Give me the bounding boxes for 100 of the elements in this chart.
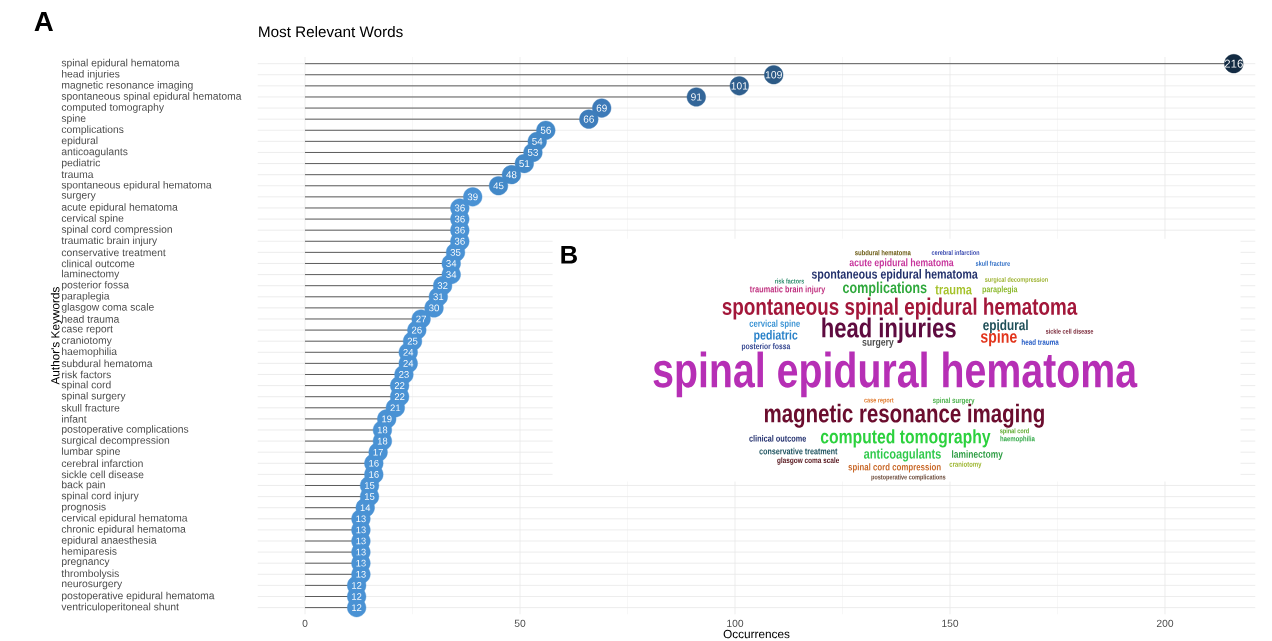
x-tick-label: 200 <box>1156 619 1174 627</box>
data-label: 39 <box>467 193 478 201</box>
y-tick-label: traumatic brain injury <box>61 236 158 246</box>
y-tick-label: complications <box>61 125 124 135</box>
data-label: 45 <box>493 182 504 189</box>
data-label: 16 <box>369 459 379 467</box>
y-tick-label: computed tomography <box>61 103 164 113</box>
text: A <box>34 11 53 31</box>
data-label: 31 <box>433 293 444 300</box>
annotation: laminectomy <box>952 449 1003 460</box>
data-label: 24 <box>403 359 414 367</box>
data-label: 22 <box>394 393 405 400</box>
annotation: B <box>561 245 577 264</box>
data-label: 18 <box>377 437 388 445</box>
data-label: 30 <box>429 304 439 312</box>
x-tick-label: 150 <box>942 619 959 627</box>
annotation: posterior fossa <box>741 342 791 351</box>
y-tick-label: neurosurgery <box>62 581 123 590</box>
data-label: 15 <box>364 481 375 489</box>
y-tick-label: chronic epidural hematoma <box>61 524 186 535</box>
x-axis-title: Occurrences <box>723 629 790 638</box>
y-tick-label: sickle cell disease <box>61 470 144 478</box>
data-label: 51 <box>519 159 530 167</box>
y-tick-label: epidural <box>61 136 98 146</box>
annotation: acute epidural hematoma <box>849 258 954 269</box>
annotation: spinal cord compression <box>848 463 941 473</box>
y-tick-label: prognosis <box>62 502 106 513</box>
data-label: 13 <box>356 526 366 534</box>
y-tick-label: pediatric <box>62 158 101 169</box>
data-label: 36 <box>454 204 465 212</box>
y-tick-label: laminectomy <box>62 269 120 280</box>
annotation: anticoagulants <box>863 448 941 462</box>
y-tick-label: head injuries <box>62 69 120 80</box>
y-tick-label: infant <box>62 414 87 423</box>
data-label: 36 <box>454 215 465 223</box>
y-tick-label: head trauma <box>62 314 120 323</box>
data-label: 34 <box>446 270 457 278</box>
data-label: 21 <box>390 404 401 411</box>
data-label: 36 <box>454 237 465 245</box>
data-label: 13 <box>356 548 366 556</box>
data-label: 25 <box>407 337 418 345</box>
x-tick-label: 50 <box>514 619 526 627</box>
annotation: paraplegia <box>982 285 1018 294</box>
annotation: clinical outcome <box>749 434 807 442</box>
y-tick-label: clinical outcome <box>61 259 135 268</box>
annotation: conservative treatment <box>759 447 838 455</box>
y-tick-label: postoperative complications <box>62 424 189 435</box>
y-tick-label: spinal cord compression <box>61 225 172 235</box>
annotation: spinal epidural hematoma <box>653 351 1138 398</box>
data-label: 16 <box>369 470 379 478</box>
y-tick-label: paraplegia <box>62 291 110 302</box>
data-label: 32 <box>437 282 448 289</box>
y-tick-label: magnetic resonance imaging <box>62 80 193 91</box>
data-label: 15 <box>364 493 375 500</box>
annotation: complications <box>842 281 927 297</box>
x-tick-label: 100 <box>727 619 744 627</box>
data-label: 109 <box>765 70 782 79</box>
annotation: cervical spine <box>749 319 800 329</box>
data-label: 18 <box>377 426 388 434</box>
data-label: 216 <box>1224 59 1243 68</box>
annotation: spontaneous epidural hematoma <box>811 268 978 282</box>
data-label: 27 <box>416 315 426 323</box>
y-tick-label: cervical spine <box>61 214 124 224</box>
data-label: 22 <box>394 382 405 389</box>
data-label: 12 <box>352 593 362 600</box>
y-tick-label: trauma <box>61 171 94 178</box>
y-tick-label: skull fracture <box>61 403 120 412</box>
data-label: 56 <box>540 126 551 134</box>
y-tick-label: spinal surgery <box>61 391 126 402</box>
y-tick-label: craniotomy <box>61 336 112 346</box>
y-tick-label: spinal cord <box>61 380 111 391</box>
y-tick-label: cervical epidural hematoma <box>61 513 188 524</box>
y-tick-label: subdural hematoma <box>61 359 153 367</box>
y-tick-label: postoperative epidural hematoma <box>62 591 215 602</box>
data-label: 34 <box>446 259 457 267</box>
y-tick-label: ventriculoperitoneal shunt <box>61 602 179 613</box>
y-tick-label: glasgow coma scale <box>61 302 154 313</box>
y-tick-label: thrombolysis <box>61 569 119 579</box>
y-axis-title: Author's Keywords <box>50 286 62 385</box>
y-tick-label: epidural anaesthesia <box>61 535 157 546</box>
data-label: 24 <box>403 348 414 356</box>
data-label: 35 <box>450 248 461 256</box>
y-tick-label: acute epidural hematoma <box>61 202 178 213</box>
data-label: 13 <box>356 537 366 545</box>
y-tick-label: case report <box>61 325 113 335</box>
data-label: 17 <box>373 448 383 456</box>
y-tick-label: spontaneous spinal epidural hematoma <box>61 91 242 102</box>
y-tick-label: anticoagulants <box>61 147 128 158</box>
data-label: 69 <box>596 104 607 112</box>
data-label: 13 <box>356 570 366 578</box>
data-label: 91 <box>691 93 702 101</box>
data-label: 12 <box>352 581 362 589</box>
data-label: 101 <box>731 82 748 90</box>
data-label: 23 <box>399 370 409 378</box>
y-tick-label: hemiparesis <box>62 547 117 557</box>
y-tick-label: haemophilia <box>62 347 117 357</box>
annotation: traumatic brain injury <box>749 285 826 295</box>
data-label: 26 <box>411 326 422 334</box>
chart-title: Most Relevant Words <box>259 25 403 37</box>
y-tick-label: lumbar spine <box>62 447 120 457</box>
